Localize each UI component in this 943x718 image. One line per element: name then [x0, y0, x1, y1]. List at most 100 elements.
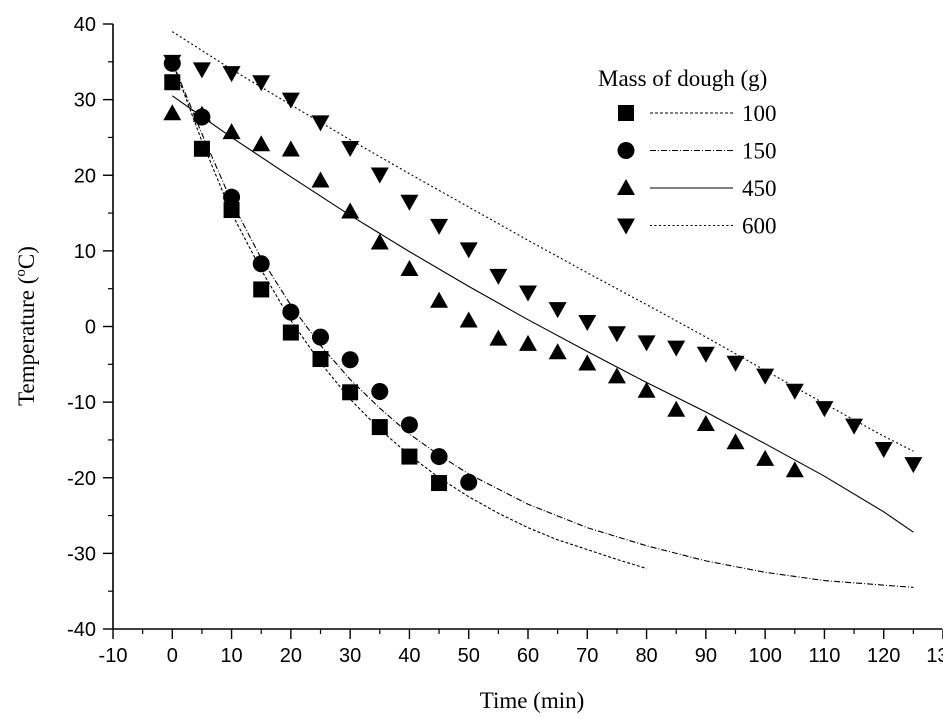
marker-100 — [193, 140, 210, 157]
x-tick-label: 20 — [280, 645, 302, 667]
marker-450 — [637, 381, 656, 398]
marker-600 — [311, 115, 330, 132]
y-tick-label: 30 — [74, 90, 96, 112]
marker-600 — [607, 326, 626, 343]
marker-450 — [489, 329, 508, 346]
y-axis-title-main: Temperature ( — [14, 277, 39, 406]
data-markers — [163, 54, 923, 492]
marker-450 — [578, 354, 597, 371]
x-tick-label: 110 — [808, 645, 840, 667]
fit-line-450 — [171, 95, 914, 533]
marker-450 — [696, 415, 715, 432]
marker-450 — [519, 334, 537, 351]
marker-100 — [164, 74, 181, 91]
marker-450 — [222, 123, 241, 140]
marker-150 — [282, 303, 300, 321]
y-axis-title-end: C) — [14, 246, 39, 269]
marker-600 — [667, 340, 686, 357]
legend-marker-600 — [617, 218, 635, 235]
x-tick-label: 70 — [576, 645, 598, 667]
marker-600 — [756, 368, 775, 385]
marker-600 — [281, 92, 300, 109]
marker-100 — [223, 202, 240, 219]
marker-600 — [370, 167, 389, 184]
legend-marker-100 — [618, 105, 634, 121]
axes: -100102030405060708090100110120130-40-30… — [67, 14, 943, 667]
x-tick-label: 120 — [867, 645, 900, 667]
x-axis-title: Time (min) — [480, 688, 585, 713]
x-tick-label: 30 — [339, 645, 361, 667]
marker-450 — [370, 233, 389, 250]
legend-label-100: 100 — [742, 101, 777, 126]
legend-title: Mass of dough (g) — [598, 66, 767, 91]
marker-600 — [815, 401, 834, 418]
x-tick-label: 100 — [748, 645, 781, 667]
y-tick-label: -30 — [67, 543, 96, 565]
x-tick-label: 40 — [398, 645, 420, 667]
marker-100 — [312, 351, 329, 368]
marker-450 — [281, 140, 300, 157]
marker-150 — [312, 328, 329, 346]
marker-450 — [548, 343, 567, 360]
y-tick-label: 20 — [74, 165, 96, 187]
x-tick-label: 130 — [926, 645, 943, 667]
marker-450 — [192, 105, 211, 122]
marker-150 — [371, 383, 389, 401]
marker-600 — [548, 302, 567, 319]
marker-600 — [163, 54, 182, 71]
marker-100 — [401, 448, 418, 465]
marker-150 — [252, 255, 270, 273]
marker-450 — [341, 202, 360, 219]
marker-600 — [192, 62, 211, 79]
x-tick-label: 90 — [695, 645, 717, 667]
marker-150 — [430, 448, 448, 466]
marker-600 — [459, 242, 478, 259]
marker-600 — [252, 75, 271, 92]
y-tick-label: 40 — [74, 14, 96, 36]
y-tick-label: 10 — [74, 241, 96, 263]
marker-600 — [578, 314, 597, 331]
x-tick-label: 0 — [167, 645, 178, 667]
marker-450 — [756, 449, 775, 466]
marker-150 — [341, 351, 359, 369]
legend-label-450: 450 — [742, 176, 777, 201]
y-tick-label: -10 — [67, 392, 96, 414]
y-axis-title-sup: o — [13, 269, 29, 277]
marker-600 — [222, 66, 241, 83]
marker-100 — [431, 475, 448, 492]
marker-450 — [667, 400, 686, 417]
marker-600 — [637, 335, 656, 352]
marker-600 — [696, 346, 715, 363]
marker-450 — [785, 461, 804, 478]
marker-100 — [282, 324, 299, 341]
marker-150 — [460, 473, 478, 491]
marker-100 — [371, 419, 388, 436]
y-tick-label: -20 — [67, 468, 96, 490]
marker-600 — [785, 383, 804, 400]
marker-450 — [163, 104, 182, 121]
marker-100 — [342, 384, 359, 401]
marker-600 — [519, 285, 537, 302]
marker-450 — [311, 171, 330, 188]
legend-marker-150 — [617, 142, 635, 159]
marker-100 — [253, 281, 270, 298]
fit-line-150 — [171, 61, 914, 588]
y-axis-title: Temperature (oC) — [13, 246, 39, 406]
marker-600 — [341, 141, 360, 158]
legend-label-150: 150 — [742, 139, 777, 164]
legend-label-600: 600 — [742, 214, 777, 239]
fit-line-100 — [171, 61, 647, 570]
marker-600 — [400, 194, 419, 211]
marker-600 — [430, 218, 449, 235]
legend: Mass of dough (g) 100 150 450 600 — [598, 66, 777, 239]
marker-150 — [400, 416, 418, 434]
x-tick-label: 50 — [458, 645, 480, 667]
y-tick-label: 0 — [85, 317, 96, 339]
x-tick-label: 80 — [635, 645, 657, 667]
marker-450 — [726, 433, 745, 450]
marker-450 — [430, 291, 449, 308]
marker-450 — [607, 367, 626, 384]
x-tick-label: -10 — [99, 645, 128, 667]
y-tick-label: -40 — [67, 619, 96, 641]
